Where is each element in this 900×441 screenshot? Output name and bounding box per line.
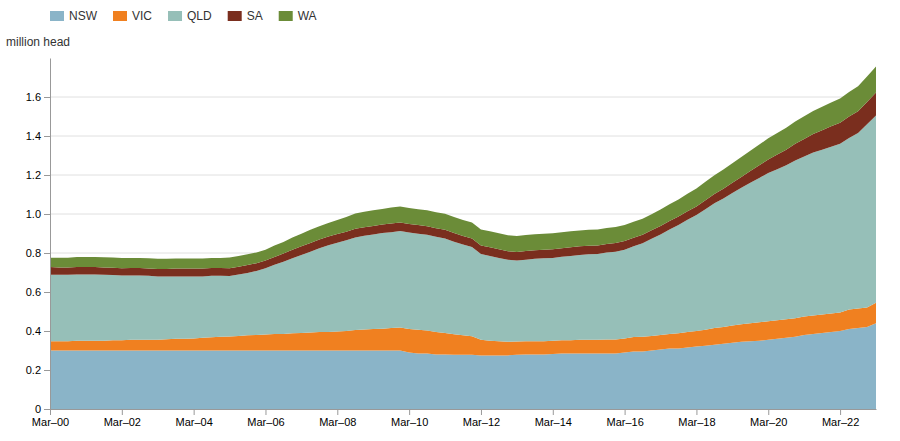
tick-label: 1.2 — [26, 169, 41, 181]
x-tick: Mar–08 — [319, 409, 356, 428]
legend-label: VIC — [132, 9, 152, 23]
x-tick: Mar–04 — [176, 409, 213, 428]
chart-svg: Mar–00 Mar–02 Mar–04 Mar–06 Mar–08 Mar–10 Mar–… — [0, 0, 900, 441]
legend-label: NSW — [69, 9, 98, 23]
tick-label: Mar–14 — [535, 416, 572, 428]
tick-label: Mar–10 — [391, 416, 428, 428]
tick-label: 1.0 — [26, 208, 41, 220]
areas — [50, 67, 876, 409]
tick-label: 0.2 — [26, 364, 41, 376]
legend-swatch — [168, 11, 182, 21]
y-tick: 1.6 — [26, 91, 50, 103]
x-tick: Mar–10 — [391, 409, 428, 428]
x-axis: Mar–00 Mar–02 Mar–04 Mar–06 Mar–08 Mar–10 Mar–… — [32, 409, 877, 428]
tick-label: 0.8 — [26, 247, 41, 259]
plot: Mar–00 Mar–02 Mar–04 Mar–06 Mar–08 Mar–10 Mar–… — [6, 35, 877, 428]
tick-label: Mar–16 — [606, 416, 643, 428]
y-tick: 0.6 — [26, 286, 50, 298]
tick-mark — [44, 292, 50, 293]
legend-label: QLD — [187, 9, 212, 23]
tick-label: Mar–02 — [104, 416, 141, 428]
grid-line — [50, 136, 876, 137]
tick-label: Mar–12 — [463, 416, 500, 428]
y-tick: 0.2 — [26, 364, 50, 376]
tick-label: 1.6 — [26, 91, 41, 103]
y-tick: 1.0 — [26, 208, 50, 220]
tick-mark — [50, 409, 51, 415]
tick-label: 0 — [35, 403, 41, 415]
legend-label: WA — [298, 9, 317, 23]
tick-label: 1.4 — [26, 130, 41, 142]
tick-mark — [194, 409, 195, 415]
legend-label: SA — [247, 9, 263, 23]
tick-mark — [337, 409, 338, 415]
tick-label: Mar–06 — [247, 416, 284, 428]
y-tick: 0.4 — [26, 325, 50, 337]
tick-label: Mar–18 — [678, 416, 715, 428]
tick-mark — [553, 409, 554, 415]
tick-label: Mar–08 — [319, 416, 356, 428]
legend-swatch — [113, 11, 127, 21]
axis-line — [50, 59, 51, 410]
legend-item: SA — [228, 9, 263, 23]
tick-mark — [481, 409, 482, 415]
tick-label: 0.6 — [26, 286, 41, 298]
legend-item: WA — [279, 9, 317, 23]
y-axis-title: million head — [6, 35, 70, 49]
legend-item: QLD — [168, 9, 212, 23]
legend: NSW VIC QLD SA WA — [50, 9, 317, 23]
tick-mark — [44, 136, 50, 137]
area — [50, 93, 876, 277]
tick-label: Mar–04 — [176, 416, 213, 428]
legend-swatch — [279, 11, 293, 21]
x-tick: Mar–02 — [104, 409, 141, 428]
legend-swatch — [50, 11, 64, 21]
tick-mark — [44, 409, 50, 410]
tick-label: Mar–22 — [822, 416, 859, 428]
tick-mark — [768, 409, 769, 415]
grid-line — [50, 97, 876, 98]
y-tick: 1.2 — [26, 169, 50, 181]
legend-swatch — [228, 11, 242, 21]
tick-mark — [44, 370, 50, 371]
x-tick: Mar–14 — [535, 409, 572, 428]
area — [50, 67, 876, 269]
legend-item: NSW — [50, 9, 98, 23]
tick-mark — [44, 214, 50, 215]
x-tick: Mar–06 — [247, 409, 284, 428]
x-tick: Mar–20 — [750, 409, 787, 428]
x-tick: Mar–18 — [678, 409, 715, 428]
tick-mark — [44, 175, 50, 176]
y-tick: 1.4 — [26, 130, 50, 142]
tick-mark — [44, 331, 50, 332]
x-tick: Mar–12 — [463, 409, 500, 428]
x-tick: Mar–22 — [822, 409, 859, 428]
tick-label: Mar–20 — [750, 416, 787, 428]
tick-label: Mar–00 — [32, 416, 69, 428]
legend-item: VIC — [113, 9, 152, 23]
tick-mark — [696, 409, 697, 415]
tick-mark — [44, 97, 50, 98]
tick-mark — [122, 409, 123, 415]
tick-mark — [625, 409, 626, 415]
y-axis: 0 0.2 0.4 0.6 0.8 1.0 1.2 1.4 1.6 — [26, 59, 51, 416]
tick-mark — [265, 409, 266, 415]
tick-mark — [840, 409, 841, 415]
x-tick: Mar–16 — [606, 409, 643, 428]
axis-line — [51, 409, 877, 410]
y-tick: 0.8 — [26, 247, 50, 259]
tick-label: 0.4 — [26, 325, 41, 337]
tick-mark — [44, 253, 50, 254]
grid — [50, 97, 876, 409]
y-tick: 0 — [35, 403, 50, 415]
tick-mark — [409, 409, 410, 415]
